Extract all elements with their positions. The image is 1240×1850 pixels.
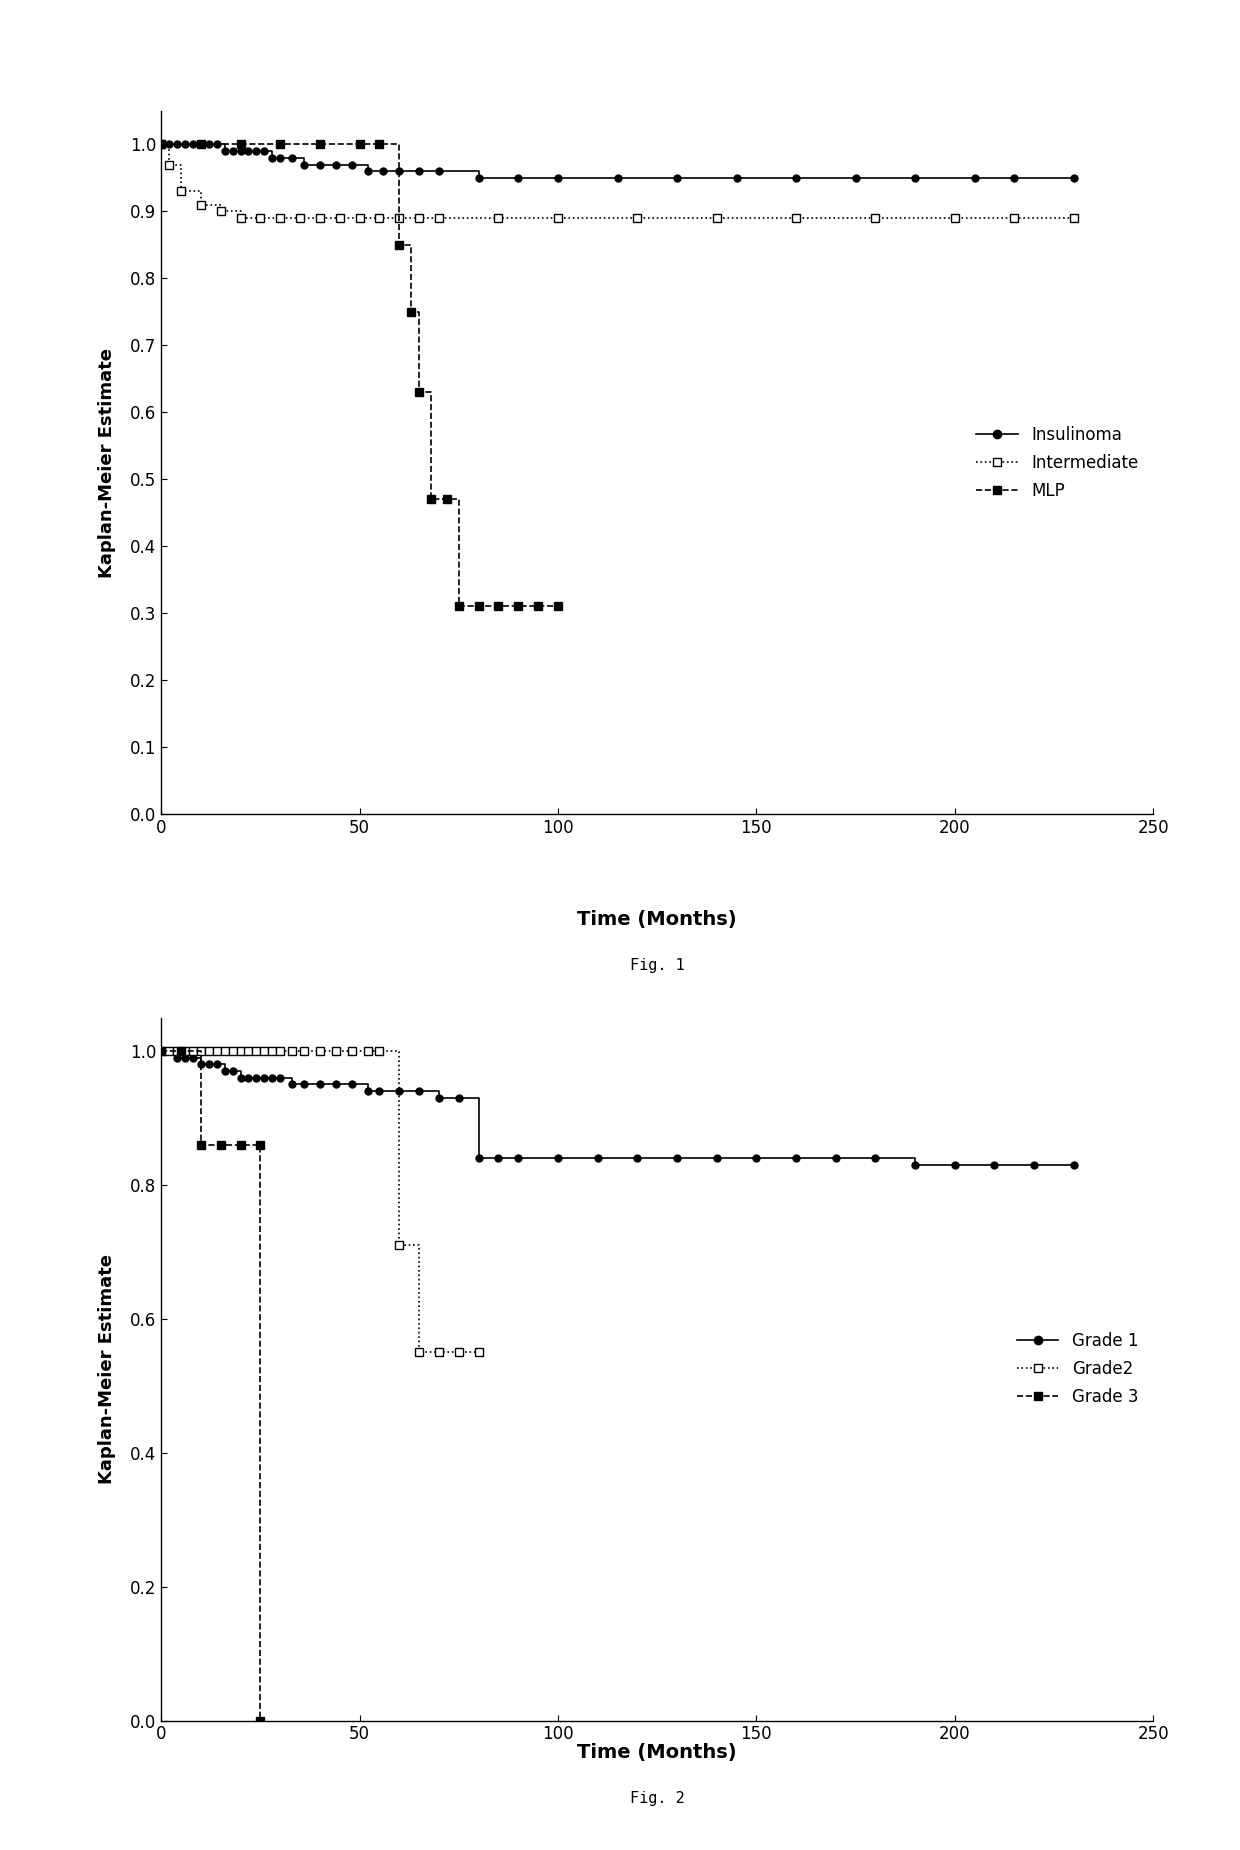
Text: Fig. 1: Fig. 1 <box>630 958 684 973</box>
Legend: Insulinoma, Intermediate, MLP: Insulinoma, Intermediate, MLP <box>970 418 1145 507</box>
Text: Fig. 2: Fig. 2 <box>630 1791 684 1806</box>
Legend: Grade 1, Grade2, Grade 3: Grade 1, Grade2, Grade 3 <box>1011 1325 1145 1413</box>
Text: Time (Months): Time (Months) <box>578 1743 737 1761</box>
Y-axis label: Kaplan-Meier Estimate: Kaplan-Meier Estimate <box>98 1254 117 1484</box>
Y-axis label: Kaplan-Meier Estimate: Kaplan-Meier Estimate <box>98 348 117 577</box>
Text: Time (Months): Time (Months) <box>578 910 737 929</box>
